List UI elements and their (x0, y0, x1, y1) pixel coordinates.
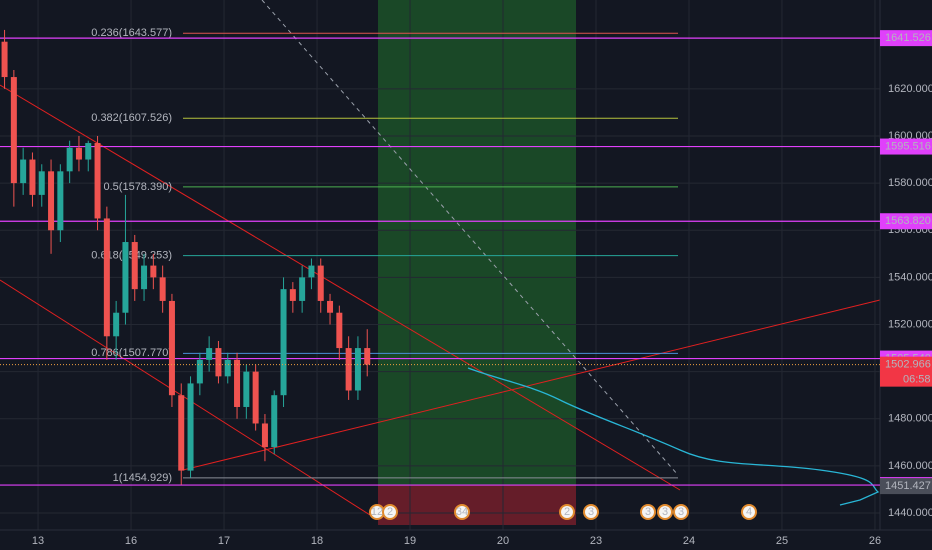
event-count: 2 (387, 506, 393, 518)
candle-body (10, 77, 17, 184)
candle-body (48, 171, 55, 231)
x-tick-label: 23 (590, 535, 602, 547)
candle-body (75, 147, 82, 160)
event-icon (559, 504, 575, 520)
level-label-box (880, 138, 932, 155)
projection-line (261, 0, 679, 476)
y-tick-label: 1480.000 (888, 413, 932, 425)
candle-body (66, 147, 73, 172)
candle-body (317, 265, 324, 301)
event-count: 4 (746, 506, 752, 518)
y-tick-label: 1440.000 (888, 507, 932, 519)
candle-body (1, 41, 8, 78)
fib-label: 1(1454.929) (113, 472, 172, 484)
candle-body (252, 371, 259, 424)
profit-zone (378, 0, 576, 485)
loss-zone (378, 485, 576, 525)
y-tick-label: 1460.000 (888, 460, 932, 472)
x-tick-label: 17 (218, 535, 230, 547)
event-icon (454, 504, 470, 520)
level-label: 1595.516 (885, 140, 931, 152)
candle-body (243, 371, 250, 407)
level-label: 1563.820 (885, 215, 931, 227)
x-tick-label: 19 (404, 535, 416, 547)
current-price-box (880, 356, 932, 387)
candle-body (103, 218, 110, 337)
candle-body (215, 348, 222, 377)
forecast-curve (467, 367, 880, 506)
candle-body (168, 300, 175, 396)
candle-body (196, 359, 203, 384)
level-label-box (880, 30, 932, 47)
event-count: 34 (456, 506, 468, 518)
candle-body (178, 395, 185, 471)
candle-body (187, 383, 194, 471)
trend-line (0, 84, 681, 491)
candle-body (299, 277, 306, 301)
candle-body (336, 312, 343, 349)
x-tick-label: 25 (776, 535, 788, 547)
candle-body (94, 143, 101, 219)
candle-body (20, 159, 27, 184)
event-icon (741, 504, 757, 520)
x-tick-label: 18 (311, 535, 323, 547)
fib-label: 0.5(1578.390) (104, 181, 173, 193)
fib-label: 0.786(1507.770) (91, 347, 172, 359)
x-tick-label: 24 (683, 535, 695, 547)
candle-body (113, 312, 120, 337)
y-tick-label: 1620.000 (888, 83, 932, 95)
level-label-box (880, 213, 932, 230)
candle-body (354, 348, 361, 391)
candle-body (141, 265, 148, 290)
y-tick-label: 1520.000 (888, 318, 932, 330)
y-tick-label: 1580.000 (888, 177, 932, 189)
event-icon (640, 504, 656, 520)
candle-body (261, 423, 268, 448)
candle-body (308, 265, 315, 278)
y-tick-label: 1540.000 (888, 271, 932, 283)
candle-body (364, 348, 371, 365)
event-count: 3 (662, 506, 668, 518)
candle-body (85, 143, 92, 160)
candle-body (159, 277, 166, 301)
fib-label: 0.236(1643.577) (91, 27, 172, 39)
forecast-end-box (880, 478, 932, 495)
event-icon (673, 504, 689, 520)
x-tick-label: 20 (497, 535, 509, 547)
event-count: 3 (645, 506, 651, 518)
fib-label: 0.382(1607.526) (91, 112, 172, 124)
x-tick-label: 13 (32, 535, 44, 547)
fib-label: 0.618(1549.253) (91, 249, 172, 261)
candle-body (280, 289, 287, 396)
event-count: 3 (588, 506, 594, 518)
event-icon (657, 504, 673, 520)
candle-body (131, 242, 138, 290)
candle-body (327, 300, 334, 313)
candle-body (234, 359, 241, 407)
candle-body (29, 159, 36, 195)
event-icon (382, 504, 398, 520)
candle-body (57, 171, 64, 231)
event-count: 12 (371, 506, 383, 518)
candle-body (224, 359, 231, 377)
countdown: 06:58 (903, 374, 931, 386)
candle-body (289, 289, 296, 301)
trend-line (0, 279, 371, 516)
candle-body (122, 242, 129, 313)
candle-body (150, 265, 157, 278)
x-tick-label: 16 (125, 535, 137, 547)
trend-line (182, 299, 881, 471)
forecast-end-label: 1451.427 (885, 480, 931, 492)
candle-body (38, 171, 45, 195)
event-icon (583, 504, 599, 520)
x-tick-label: 26 (869, 535, 881, 547)
candle-body (345, 348, 352, 391)
event-count: 3 (678, 506, 684, 518)
event-count: 2 (564, 506, 570, 518)
level-label: 1641.526 (885, 32, 931, 44)
current-price-label: 1502.966 (885, 359, 931, 371)
candle-body (271, 395, 278, 448)
candle-body (206, 348, 213, 360)
